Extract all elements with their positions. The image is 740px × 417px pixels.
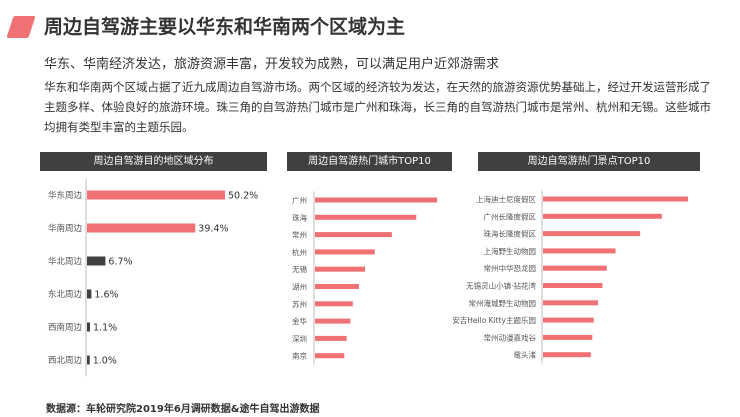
chart2-bar [315,318,351,324]
chart1-category-label: 华北周边 [48,256,83,267]
chart1-category-label: 华南周边 [48,223,83,234]
chart3-category-label: 珠海长隆度假区 [484,229,537,239]
chart3-bar [543,196,688,202]
chart2-bar [315,232,392,238]
chart1-title: 周边自驾游目的地区域分布 [40,152,267,171]
body-paragraph: 华东和华南两个区域占据了近九成周边自驾游市场。两个区域的经济较为发达，在天然的旅… [44,80,711,134]
chart2-bar [315,353,345,359]
chart2-category-label: 苏州 [292,299,307,309]
chart1-category-label: 西北周边 [48,355,83,366]
chart1-value-label: 1.1% [93,323,117,334]
chart3-bar [543,265,607,271]
chart3-bar [543,352,591,358]
chart2-bar [315,197,437,203]
chart2-bar [315,301,353,307]
chart2-category-label: 无锡 [292,265,307,274]
chart2-category-label: 广州 [292,195,307,205]
chart2-bar [315,284,359,289]
chart2-title: 周边自驾游热门城市TOP10 [287,152,452,171]
chart1-bar [87,256,106,266]
chart1-value-label: 6.7% [108,257,132,268]
chart3-category-label: 鼋头渚 [514,350,537,360]
chart2-category-label: 南京 [292,351,307,361]
chart1-value-label: 39.4% [198,224,228,235]
chart3-category-label: 上海迪士尼度假区 [476,194,536,204]
chart3-bar [543,231,641,237]
chart1-value-label: 50.2% [228,191,258,202]
chart3-category-label: 上海野生动物园 [484,246,537,256]
chart1-category-label: 华东周边 [48,190,83,201]
chart1-category-label: 西南周边 [48,322,83,333]
chart1-bar [87,223,196,233]
chart1-bar [87,190,225,200]
chart3-bar [543,283,603,288]
chart3-category-label: 常州淹城野生动物园 [469,298,537,308]
page-title: 周边自驾游主要以华东和华南两个区域为主 [44,16,406,38]
chart3-category-label: 常州动漫嘉戏谷 [484,332,537,342]
chart1-bar [87,355,90,365]
chart3-category-label: 安吉Hello Kitty主题乐园 [452,315,536,325]
page-subtitle: 华东、华南经济发达，旅游资源丰富，开发较为成熟，可以满足用户近郊游需求 [44,57,500,72]
chart2-category-label: 杭州 [292,247,307,257]
chart3-bar [543,248,616,254]
chart2-bar [315,266,366,272]
chart3-title: 周边自驾游热门景点TOP10 [478,152,700,171]
chart2-category-label: 金华 [292,316,307,326]
chart1-value-label: 1.0% [93,356,117,367]
source-note: 数据源：车轮研究院2019年6月调研数据&途牛自驾出游数据 [46,404,320,415]
chart1-category-label: 东北周边 [48,289,83,300]
chart3-category-label: 无锡灵山小镇·拈花湾 [466,281,536,291]
chart2-category-label: 深圳 [292,333,307,343]
chart2-category-label: 常州 [292,231,307,240]
chart2-bar [315,335,347,341]
chart1-value-label: 1.6% [94,290,118,301]
chart3-category-label: 广州长隆度假区 [484,211,537,221]
chart3-bar [543,334,593,340]
chart2-bar [315,214,417,220]
chart2-bar [315,249,375,255]
chart1-bar [87,322,91,332]
chart3-bar [543,213,662,219]
chart2-category-label: 珠海 [292,212,307,222]
chart3-bar [543,317,594,323]
chart3-category-label: 常州中华恐龙园 [484,263,537,273]
chart3-bar [543,300,599,306]
chart1-bar [87,289,92,299]
chart2-category-label: 湖州 [292,283,307,292]
